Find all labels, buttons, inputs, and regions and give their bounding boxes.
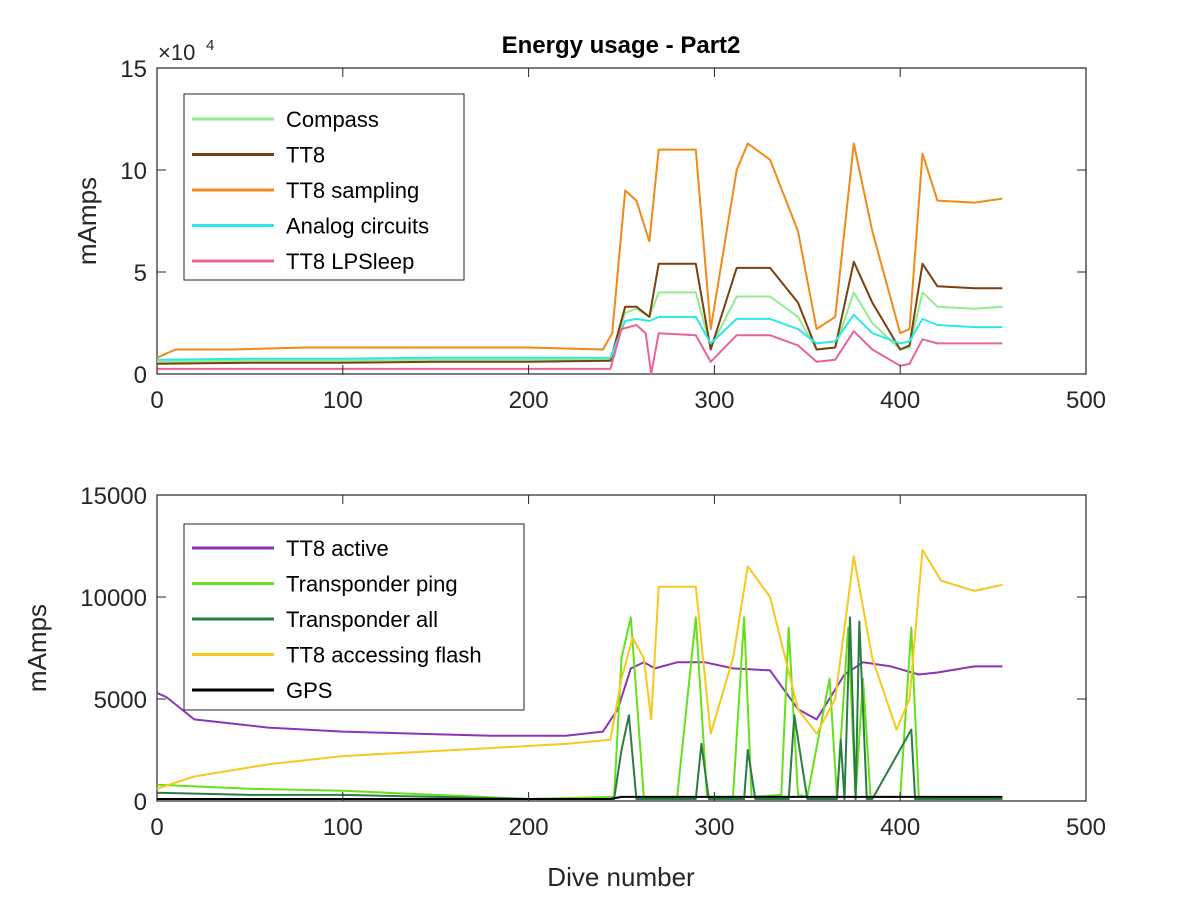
top-series-group xyxy=(156,142,1003,375)
bottom-legend-items: TT8 active Transponder ping Transponder al… xyxy=(192,536,482,703)
bottom-series-group xyxy=(156,549,1003,800)
bottom-series-line-gps xyxy=(157,795,1003,800)
top-y-tick-label: 10 xyxy=(120,158,147,185)
top-series-line-compass xyxy=(156,291,1003,363)
top-legend-label: TT8 sampling xyxy=(286,178,419,203)
bottom-x-tick-label: 200 xyxy=(509,814,549,841)
bottom-legend-label: TT8 active xyxy=(286,536,389,561)
bottom-legend-box xyxy=(183,523,525,711)
top-x-tick-label: 200 xyxy=(509,387,549,414)
bottom-legend-label: GPS xyxy=(286,678,332,703)
top-legend-label: Compass xyxy=(286,107,379,132)
top-legend-label: Analog circuits xyxy=(286,214,429,239)
bottom-x-tick-label: 100 xyxy=(323,814,363,841)
top-series-line-tt8-sampling xyxy=(156,142,1003,359)
top-x-tick-label: 400 xyxy=(880,387,920,414)
bottom-y-tick-label: 5000 xyxy=(94,687,147,714)
top-legend: Compass TT8 TT8 sampling Analog circuits TT8… xyxy=(183,93,465,281)
top-legend-box xyxy=(183,93,465,281)
top-y-tick-label: 5 xyxy=(134,260,147,287)
top-x-tick-label: 100 xyxy=(323,387,363,414)
bottom-y-tick-label: 15000 xyxy=(80,483,147,510)
top-x-tick-label: 300 xyxy=(694,387,734,414)
bottom-x-tick-label: 500 xyxy=(1066,814,1106,841)
top-legend-label: TT8 LPSleep xyxy=(286,249,414,274)
top-y-tick-label: 0 xyxy=(134,362,147,389)
bottom-legend-label: Transponder ping xyxy=(286,572,458,597)
bottom-y-tick-label: 10000 xyxy=(80,585,147,612)
bottom-y-tick-label: 0 xyxy=(134,789,147,816)
bottom-series-line-tt8-active xyxy=(156,661,1003,737)
top-y-axis-label: mAmps xyxy=(72,177,102,265)
bottom-legend-label: TT8 accessing flash xyxy=(286,643,482,668)
chart-title: Energy usage - Part2 xyxy=(502,32,741,59)
top-legend-label: TT8 xyxy=(286,143,325,168)
bottom-x-tick-label: 300 xyxy=(694,814,734,841)
top-y-exponent: ×10 xyxy=(158,40,195,65)
bottom-y-axis-label: mAmps xyxy=(22,604,52,692)
top-ticks-group: 0 100 200 300 400 500 0 5 10 15 xyxy=(120,56,1106,414)
top-y-exponent-power: 4 xyxy=(206,37,214,54)
top-y-tick-label: 15 xyxy=(120,56,147,83)
top-series-line-tt8-lpsleep xyxy=(157,324,1003,375)
top-x-tick-label: 0 xyxy=(150,387,163,414)
bottom-legend: TT8 active Transponder ping Transponder al… xyxy=(183,523,525,711)
bottom-x-tick-label: 400 xyxy=(880,814,920,841)
top-series-line-analog-circuits xyxy=(156,313,1003,361)
bottom-x-tick-label: 0 xyxy=(150,814,163,841)
bottom-series-line-tt8-accessing-flash xyxy=(156,549,1003,790)
top-x-tick-label: 500 xyxy=(1066,387,1106,414)
top-axes: 0 100 200 300 400 500 0 5 10 15 ×10 4 mAmps Compa… xyxy=(72,37,1106,414)
top-legend-items: Compass TT8 TT8 sampling Analog circuits TT8… xyxy=(192,107,429,274)
bottom-legend-label: Transponder all xyxy=(286,607,438,632)
top-series-line-tt8 xyxy=(156,260,1003,365)
bottom-x-axis-label: Dive number xyxy=(547,862,695,892)
